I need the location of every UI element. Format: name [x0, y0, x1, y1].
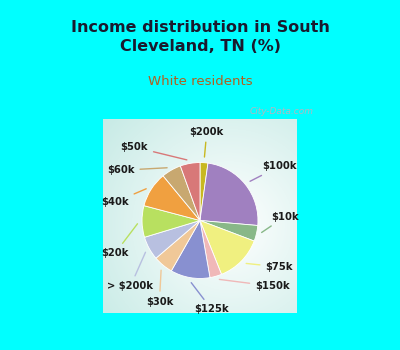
Wedge shape: [200, 163, 258, 225]
Wedge shape: [144, 220, 200, 258]
Wedge shape: [156, 220, 200, 271]
Wedge shape: [144, 176, 200, 220]
Text: $125k: $125k: [191, 283, 229, 314]
Text: $30k: $30k: [146, 270, 173, 307]
Text: City-Data.com: City-Data.com: [250, 107, 314, 116]
Text: $200k: $200k: [190, 127, 224, 157]
Text: $40k: $40k: [101, 189, 146, 207]
Text: $60k: $60k: [107, 165, 167, 175]
Text: $20k: $20k: [101, 224, 138, 258]
Wedge shape: [200, 220, 222, 278]
Wedge shape: [200, 220, 258, 241]
Text: White residents: White residents: [148, 75, 252, 88]
Text: $10k: $10k: [262, 212, 299, 232]
Wedge shape: [200, 162, 208, 220]
Text: $75k: $75k: [246, 262, 293, 272]
Text: $150k: $150k: [219, 279, 290, 291]
Text: $50k: $50k: [120, 142, 187, 160]
Text: $100k: $100k: [250, 161, 296, 181]
Wedge shape: [180, 162, 200, 220]
Text: Income distribution in South
Cleveland, TN (%): Income distribution in South Cleveland, …: [70, 20, 330, 54]
Text: > $200k: > $200k: [108, 252, 154, 291]
Wedge shape: [142, 206, 200, 237]
Wedge shape: [200, 220, 254, 274]
Wedge shape: [171, 220, 210, 279]
Wedge shape: [163, 166, 200, 220]
